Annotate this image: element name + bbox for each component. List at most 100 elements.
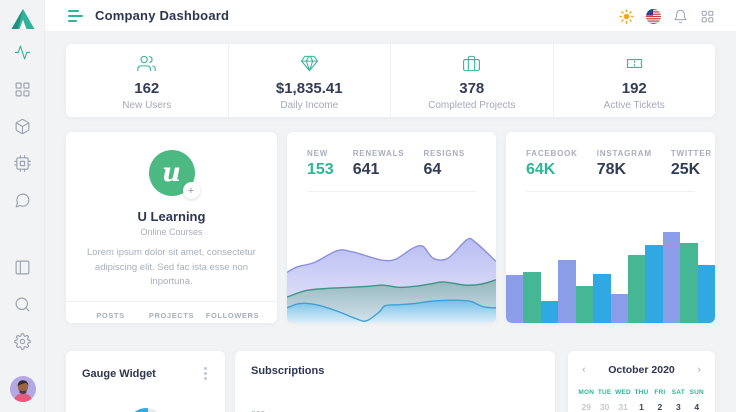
stat-value: 378: [459, 80, 485, 97]
metric-facebook: FACEBOOK 64K: [526, 149, 578, 178]
sidebar-item-messages[interactable]: [0, 192, 45, 209]
users-icon: [137, 55, 157, 72]
theme-sun-icon[interactable]: [618, 8, 634, 24]
calendar-dates-row: 29 30 31 1 2 3 4: [568, 402, 715, 412]
calendar-month-label: October 2020: [608, 364, 675, 376]
calendar-date[interactable]: 29: [581, 402, 591, 412]
page-title: Company Dashboard: [95, 8, 230, 23]
stat-new-users: 162 New Users: [66, 44, 229, 117]
language-us-flag-icon[interactable]: [645, 8, 661, 24]
stat-label: New Users: [122, 100, 172, 111]
area-line-resigns: [287, 299, 496, 322]
bar: [593, 273, 611, 323]
divider: [526, 191, 695, 192]
gauge-card-title: Gauge Widget: [82, 367, 156, 380]
calendar-card: ‹ October 2020 › MON TUE WED THU FRI SAT…: [568, 351, 715, 412]
apps-grid-icon[interactable]: [699, 8, 715, 24]
diamond-icon: [300, 55, 318, 72]
logo-triangle-icon: [11, 9, 34, 29]
calendar-date[interactable]: 31: [618, 402, 628, 412]
profile-stat-projects: PROJECTS 261: [148, 311, 195, 321]
calendar-date[interactable]: 30: [599, 402, 610, 412]
calendar-day-names: MON TUE WED THU FRI SAT SUN: [578, 389, 704, 396]
bar: [506, 274, 524, 323]
subscribers-chart-card: NEW 153 RENEWALS 641 RESIGNS 64: [287, 132, 496, 323]
calendar-date[interactable]: 3: [675, 402, 681, 412]
sidebar: [0, 0, 45, 412]
profile-subtitle: Online Courses: [140, 227, 203, 237]
dashboard-grid-icon: [15, 82, 30, 97]
area-line-new: [287, 279, 496, 298]
briefcase-icon: [463, 55, 481, 72]
ticket-icon: [626, 58, 642, 69]
sidebar-item-settings[interactable]: [0, 333, 45, 350]
profile-card: u + U Learning Online Courses Lorem ipsu…: [66, 132, 277, 323]
profile-name: U Learning: [137, 209, 206, 224]
calendar-date[interactable]: 1: [639, 402, 644, 412]
profile-stat-posts: POSTS 864: [96, 311, 125, 321]
profile-description: Lorem ipsum dolor sit amet, consectetur …: [87, 247, 256, 288]
bar: [645, 244, 663, 323]
gauge-widget-card: Gauge Widget: [66, 351, 225, 412]
sidebar-item-system[interactable]: [0, 155, 45, 172]
bar: [680, 243, 698, 323]
gear-icon: [14, 333, 31, 350]
calendar-header: ‹ October 2020 ›: [568, 351, 715, 376]
chat-icon: [15, 193, 30, 208]
profile-stat-followers: FOLLOWERS 32K: [205, 311, 260, 321]
subscriptions-axis: 800: [235, 409, 555, 412]
bar: [575, 285, 594, 323]
stat-active-tickets: 192 Active Tickets: [554, 44, 716, 117]
subscribers-area-chart: [287, 237, 496, 323]
box-icon: [15, 118, 30, 135]
sidebar-item-packages[interactable]: [0, 118, 45, 135]
menu-toggle-icon[interactable]: [68, 9, 83, 22]
bar: [610, 294, 628, 323]
bar: [523, 271, 541, 323]
calendar-next-icon[interactable]: ›: [697, 363, 701, 376]
user-avatar[interactable]: [0, 376, 45, 402]
metric-instagram: INSTAGRAM 78K: [596, 149, 652, 178]
topbar-icons: [618, 0, 715, 32]
stat-value: 162: [134, 80, 160, 97]
topbar: Company Dashboard: [45, 0, 736, 32]
user-avatar-image: [9, 376, 36, 402]
calendar-date[interactable]: 4: [694, 402, 700, 412]
subscriber-metrics: NEW 153 RENEWALS 641 RESIGNS 64: [287, 132, 496, 179]
profile-stats: POSTS 864 PROJECTS 261 FOLLOWERS 32K: [66, 302, 277, 323]
notifications-bell-icon[interactable]: [672, 8, 688, 24]
add-follow-button[interactable]: +: [182, 182, 200, 199]
y-axis-tick: 800: [251, 409, 265, 412]
bar: [627, 255, 646, 323]
activity-icon: [14, 45, 31, 60]
stat-label: Completed Projects: [428, 100, 516, 111]
stat-label: Daily Income: [280, 100, 339, 111]
divider: [66, 301, 277, 303]
metric-resigns: RESIGNS 64: [423, 149, 466, 178]
sidebar-item-dashboard[interactable]: [0, 81, 45, 98]
search-icon: [15, 297, 30, 312]
calendar-prev-icon[interactable]: ‹: [582, 363, 586, 376]
stat-value: $1,835.41: [275, 80, 343, 97]
calendar-date[interactable]: 2: [657, 402, 663, 412]
stats-summary-card: 162 New Users $1,835.41 Daily Income 378…: [66, 44, 715, 117]
layout-icon: [15, 260, 30, 275]
sidebar-item-search[interactable]: [0, 296, 45, 313]
subscriptions-card: Subscriptions 800: [235, 351, 555, 412]
sidebar-item-activity[interactable]: [0, 44, 45, 61]
bar: [558, 259, 576, 323]
social-metrics: FACEBOOK 64K INSTAGRAM 78K TWITTER 25K: [506, 132, 715, 179]
area-series-resigns: [287, 300, 496, 323]
stat-label: Active Tickets: [603, 100, 665, 111]
metric-renewals: RENEWALS 641: [352, 149, 405, 178]
divider: [307, 191, 476, 192]
area-line-renewals: [287, 237, 496, 273]
cpu-icon: [14, 155, 31, 172]
stat-value: 192: [621, 80, 647, 97]
app-logo[interactable]: [0, 7, 45, 31]
social-bar-chart: [506, 230, 715, 323]
kebab-menu-icon[interactable]: [202, 365, 209, 382]
bar: [697, 265, 715, 323]
metric-twitter: TWITTER 25K: [670, 149, 712, 178]
sidebar-item-layout[interactable]: [0, 259, 45, 276]
